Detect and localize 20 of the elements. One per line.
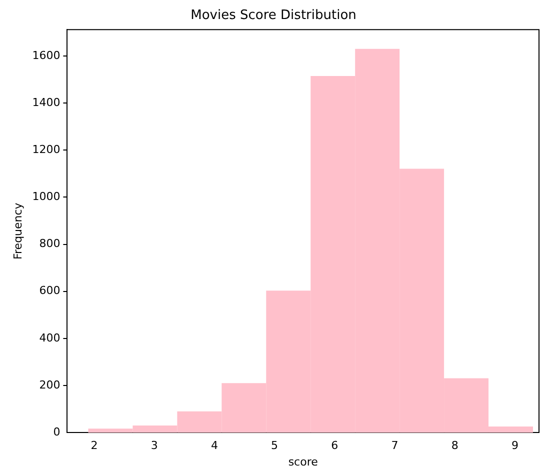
y-tick-label: 400 — [39, 331, 60, 344]
y-tick-label: 200 — [39, 378, 60, 392]
x-tick-label: 2 — [90, 439, 98, 452]
y-axis-title: Frequency — [11, 202, 24, 260]
chart-title: Movies Score Distribution — [190, 8, 356, 24]
x-tick-label: 4 — [210, 439, 218, 452]
y-tick-label: 1400 — [32, 96, 60, 109]
y-tick-label: 1000 — [32, 190, 60, 204]
x-tick-label: 8 — [451, 439, 458, 452]
x-tick-label: 5 — [271, 439, 278, 452]
x-tick-label: 7 — [391, 439, 398, 452]
y-tick-label: 800 — [39, 237, 60, 250]
x-axis-title: score — [288, 455, 318, 468]
y-tick-label: 0 — [53, 425, 60, 438]
x-tick-label: 9 — [511, 439, 518, 452]
x-tick-label: 3 — [150, 439, 158, 452]
y-tick-label: 1200 — [32, 142, 60, 156]
y-tick-label: 600 — [39, 284, 60, 298]
x-tick-label: 6 — [331, 439, 338, 452]
y-tick-label: 1600 — [32, 48, 60, 62]
